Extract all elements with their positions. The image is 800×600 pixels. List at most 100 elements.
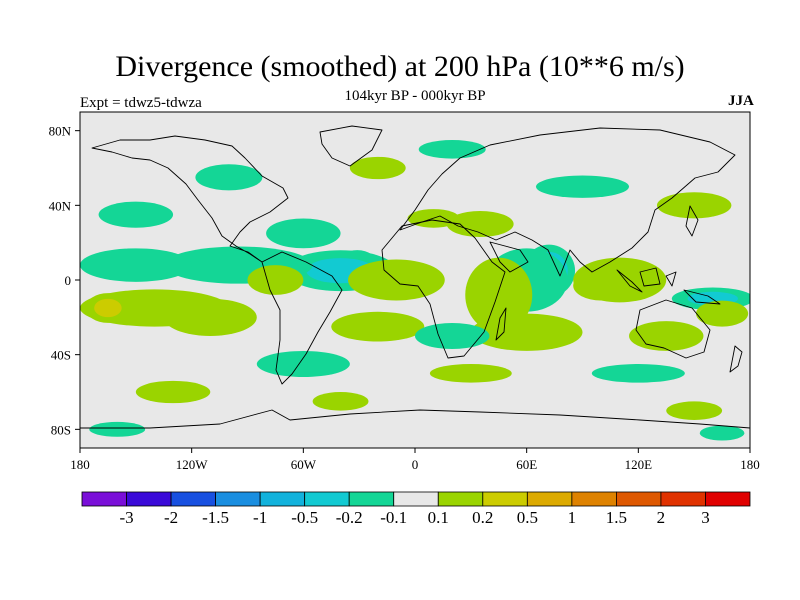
lon-tick-label: 180 (70, 457, 90, 472)
colorbar-swatch (526, 491, 573, 507)
divergence-contour (94, 298, 122, 318)
experiment-label: Expt = tdwz5-tdwza (80, 95, 202, 111)
divergence-cell (696, 300, 749, 327)
map-panel (80, 112, 750, 448)
divergence-contour (266, 218, 341, 249)
divergence-cell (666, 401, 723, 420)
divergence-contour (135, 380, 211, 404)
colorbar-label: -0.1 (380, 508, 407, 527)
divergence-cell (656, 192, 732, 219)
colorbar-label: 0.1 (428, 508, 449, 527)
colorbar-swatch (304, 491, 350, 507)
colorbar-swatch (126, 491, 172, 507)
divergence-cell (629, 321, 704, 351)
chart-subtitle: 104kyr BP - 000kyr BP (344, 88, 486, 104)
divergence-cell (80, 248, 192, 282)
lon-tick-label: 120W (176, 457, 209, 472)
lon-tick-label: 60E (516, 457, 537, 472)
divergence-cell (348, 259, 445, 301)
divergence-contour (349, 156, 406, 180)
colorbar-swatch (571, 491, 617, 507)
divergence-contour (656, 192, 732, 219)
divergence-contour (163, 298, 257, 336)
divergence-contour (446, 210, 514, 238)
colorbar-label: 0.2 (472, 508, 493, 527)
divergence-contour (331, 311, 425, 342)
divergence-contour (429, 364, 512, 383)
colorbar-label: 1 (568, 508, 577, 527)
colorbar-label: -0.5 (291, 508, 318, 527)
divergence-cell (98, 201, 174, 228)
divergence-cell (135, 380, 211, 404)
divergence-cell (591, 364, 685, 383)
divergence-contour (312, 392, 369, 411)
divergence-contour (247, 265, 304, 295)
lat-tick-label: 80S (51, 422, 71, 437)
colorbar-swatch (215, 491, 261, 507)
lat-tick-label: 80N (49, 124, 72, 139)
coastlines (80, 125, 750, 429)
colorbar-swatch (393, 491, 439, 507)
divergence-contour (666, 401, 723, 420)
divergence-contour (629, 321, 704, 351)
lon-tick-label: 0 (412, 457, 419, 472)
lon-tick-label: 60W (291, 457, 317, 472)
divergence-cell (312, 392, 369, 411)
divergence-contour (98, 201, 174, 228)
divergence-contour (696, 300, 749, 327)
divergence-contour (348, 259, 445, 301)
divergence-cell (266, 218, 341, 249)
divergence-cell (446, 210, 514, 238)
colorbar-label: -0.2 (336, 508, 363, 527)
divergence-contour (256, 350, 350, 378)
divergence-contour (591, 364, 685, 383)
lon-tick-label: 120E (625, 457, 653, 472)
divergence-contour (418, 140, 486, 159)
colorbar-label: 0.5 (517, 508, 538, 527)
colorbar-label: -3 (119, 508, 133, 527)
lon-tick-label: 180 (740, 457, 760, 472)
divergence-cell (465, 257, 533, 333)
divergence-cell (418, 140, 486, 159)
colorbar-swatch (259, 491, 306, 507)
divergence-cell (163, 298, 257, 336)
divergence-cell (699, 425, 745, 441)
colorbar-label: -2 (164, 508, 178, 527)
colorbar-label: 3 (701, 508, 710, 527)
divergence-cell (256, 350, 350, 378)
divergence-cell (89, 421, 146, 437)
colorbar-swatch (482, 491, 528, 507)
chart-title: Divergence (smoothed) at 200 hPa (10**6 … (115, 50, 685, 83)
divergence-cell (331, 311, 425, 342)
colorbar-swatch (348, 491, 395, 507)
colorbar-swatch (660, 491, 706, 507)
colorbar-label: 2 (657, 508, 666, 527)
divergence-cell (573, 257, 667, 303)
colorbar-label: -1 (253, 508, 267, 527)
divergence-contour (415, 322, 490, 350)
divergence-contour (89, 421, 146, 437)
divergence-cell (415, 322, 490, 350)
divergence-contour (573, 257, 667, 303)
colorbar-swatch (81, 491, 127, 507)
divergence-cell (247, 265, 304, 295)
lat-tick-label: 40S (51, 348, 71, 363)
divergence-cell (85, 293, 131, 323)
divergence-contour (195, 164, 263, 191)
lat-tick-label: 40N (49, 198, 72, 213)
longitude-axis: 180 120W 60W 0 60E 120E 180 (70, 448, 760, 472)
lat-tick-label: 0 (65, 273, 72, 288)
divergence-contour (535, 175, 630, 198)
colorbar-swatch (170, 491, 216, 507)
latitude-axis: 80N 40N 0 40S 80S (49, 124, 80, 437)
colorbar-swatch (616, 491, 662, 507)
colorbar-label: 1.5 (606, 508, 627, 527)
colorbar-swatch (437, 491, 484, 507)
season-label: JJA (728, 93, 754, 109)
colorbar-swatch (705, 491, 751, 507)
colorbar-label: -1.5 (202, 508, 229, 527)
divergence-cell (349, 156, 406, 180)
colorbar: -3 -2 -1.5 -1 -0.5 -0.2 -0.1 0.1 0.2 0.5 1 1.5 2 3 (81, 491, 751, 527)
divergence-cell (429, 364, 512, 383)
